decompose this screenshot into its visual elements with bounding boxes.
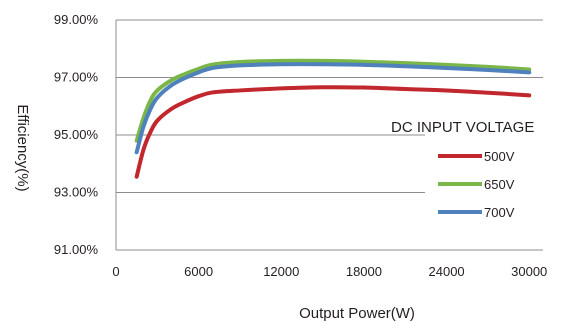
series-lines (134, 58, 532, 179)
x-axis-title: Output Power(W) (299, 305, 415, 322)
legend: DC INPUT VOLTAGE 500V 650V 700V (391, 119, 534, 220)
y-tick-labels: 91.00% 93.00% 95.00% 97.00% 99.00% (54, 12, 99, 257)
legend-label-700v: 700V (484, 205, 515, 220)
series-line-500v (134, 85, 532, 179)
y-tick-label: 91.00% (54, 242, 99, 257)
x-tick-label: 0 (112, 264, 119, 279)
legend-label-650v: 650V (484, 177, 515, 192)
x-tick-label: 6000 (184, 264, 213, 279)
series-line-650v (134, 58, 532, 143)
y-tick-label: 99.00% (54, 12, 99, 27)
x-tick-labels: 0 6000 12000 18000 24000 30000 (112, 264, 547, 279)
y-axis-title: Efficiency(%) (14, 104, 31, 191)
y-tick-label: 97.00% (54, 70, 99, 85)
x-tick-label: 18000 (346, 264, 382, 279)
x-tick-label: 24000 (429, 264, 465, 279)
legend-label-500v: 500V (484, 149, 515, 164)
series-line-700v (134, 62, 532, 155)
axes (115, 20, 543, 251)
y-tick-label: 95.00% (54, 127, 99, 142)
x-tick-label: 12000 (263, 264, 299, 279)
y-tick-label: 93.00% (54, 185, 99, 200)
legend-title: DC INPUT VOLTAGE (391, 119, 534, 136)
x-tick-label: 30000 (511, 264, 547, 279)
